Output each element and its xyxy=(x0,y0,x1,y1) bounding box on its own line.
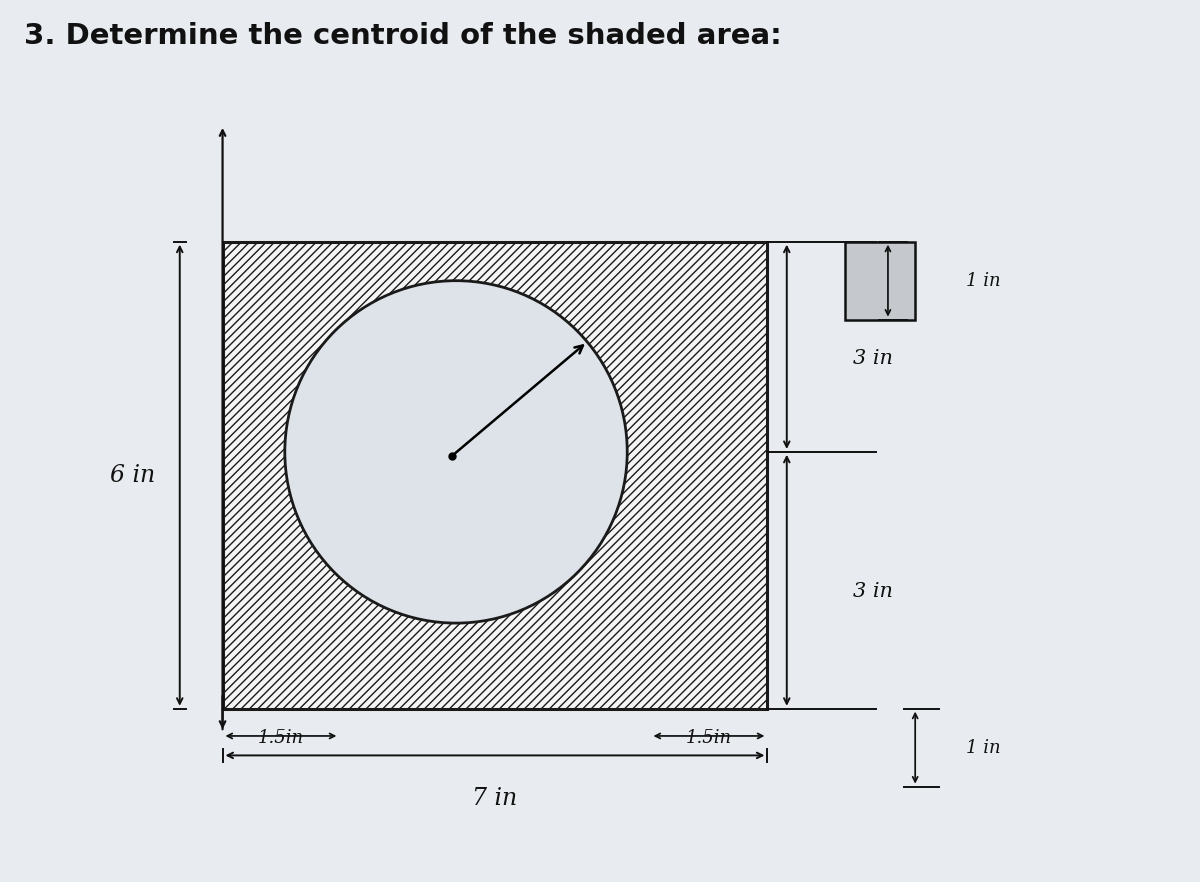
Text: 3 in: 3 in xyxy=(853,582,893,602)
Text: 1.5in: 1.5in xyxy=(686,729,732,747)
Text: 6 in: 6 in xyxy=(110,464,156,487)
Bar xyxy=(845,242,916,319)
Text: 1 in: 1 in xyxy=(966,272,1001,289)
Text: 7 in: 7 in xyxy=(473,787,517,810)
Text: 1.5in: 1.5in xyxy=(258,729,304,747)
Text: 1 in: 1 in xyxy=(966,738,1001,757)
Bar xyxy=(222,242,767,709)
Text: 3 in: 3 in xyxy=(853,349,893,368)
Circle shape xyxy=(284,280,628,623)
Text: 3. Determine the centroid of the shaded area:: 3. Determine the centroid of the shaded … xyxy=(24,22,781,50)
